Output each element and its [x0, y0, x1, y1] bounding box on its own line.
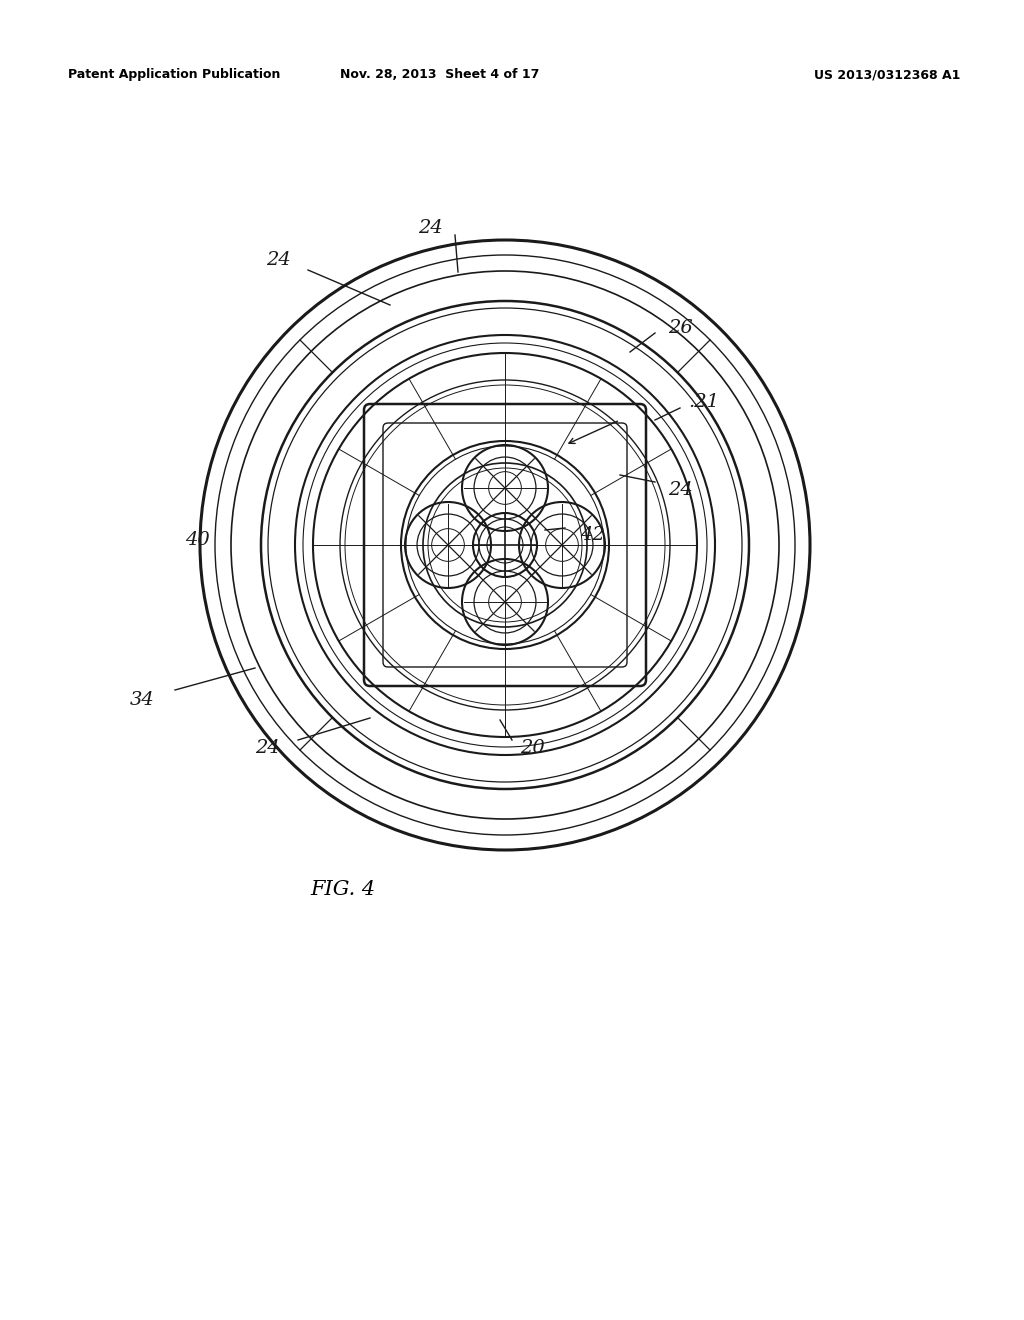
Text: Patent Application Publication: Patent Application Publication	[68, 69, 281, 81]
Text: 42: 42	[580, 525, 605, 544]
Text: 24: 24	[255, 739, 280, 756]
Text: 34: 34	[130, 690, 155, 709]
Text: 24: 24	[266, 251, 291, 269]
Text: 26: 26	[668, 319, 693, 337]
Text: 24: 24	[668, 480, 693, 499]
Text: US 2013/0312368 A1: US 2013/0312368 A1	[814, 69, 961, 81]
Text: 40: 40	[185, 531, 210, 549]
Text: 24: 24	[418, 219, 442, 238]
Text: .21: .21	[688, 393, 719, 411]
Text: 20: 20	[520, 739, 545, 756]
Text: FIG. 4: FIG. 4	[310, 880, 375, 899]
Text: Nov. 28, 2013  Sheet 4 of 17: Nov. 28, 2013 Sheet 4 of 17	[340, 69, 540, 81]
